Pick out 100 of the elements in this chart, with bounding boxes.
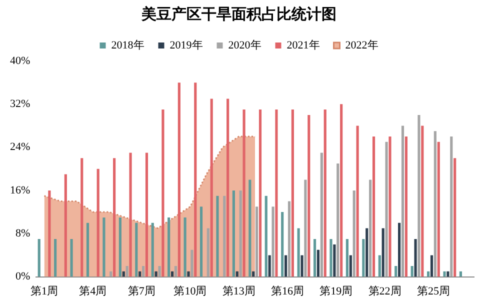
- bar: [418, 114, 420, 277]
- bar: [151, 222, 154, 277]
- bar: [333, 244, 336, 277]
- bar: [398, 222, 401, 277]
- x-tick-label: 第7周: [128, 285, 156, 298]
- x-tick-label: 第16周: [271, 285, 304, 298]
- bar: [129, 152, 132, 277]
- bar: [70, 239, 73, 277]
- bar: [54, 239, 57, 277]
- bar: [232, 190, 235, 277]
- bar: [410, 266, 414, 277]
- bar: [48, 190, 51, 277]
- bar: [372, 136, 376, 277]
- bar: [382, 228, 384, 277]
- bar: [258, 110, 262, 277]
- bar: [96, 168, 100, 277]
- x-tick-label: 第1周: [30, 285, 58, 298]
- x-tick-label: 第10周: [174, 285, 207, 298]
- bar: [174, 266, 178, 277]
- y-tick-label: 32%: [10, 98, 30, 110]
- bar: [268, 255, 271, 277]
- x-tick-label: 第25周: [416, 285, 450, 298]
- bar: [158, 266, 161, 277]
- bar: [454, 158, 456, 277]
- bar: [366, 228, 368, 277]
- y-tick-label: 16%: [10, 184, 30, 196]
- bar: [102, 217, 106, 277]
- bar: [145, 152, 148, 277]
- bar: [349, 255, 352, 277]
- bar: [126, 266, 128, 277]
- bar: [256, 206, 258, 277]
- bar: [340, 104, 343, 277]
- bar: [378, 255, 381, 277]
- bar: [300, 255, 304, 277]
- legend-label: 2020年: [228, 39, 262, 52]
- bar: [421, 126, 424, 277]
- bar: [437, 142, 440, 277]
- bar: [324, 110, 326, 277]
- bar: [362, 239, 365, 277]
- bar: [223, 196, 226, 277]
- y-tick-label: 8%: [15, 228, 30, 240]
- bar: [414, 239, 417, 277]
- bar: [226, 98, 230, 277]
- bar: [304, 180, 307, 277]
- bar: [64, 174, 67, 277]
- legend-label: 2022年: [345, 39, 378, 52]
- bar: [394, 266, 398, 277]
- bar: [336, 164, 340, 277]
- x-tick-label: 第19周: [320, 285, 353, 298]
- bar: [178, 82, 180, 277]
- bar: [190, 250, 194, 277]
- bar: [369, 180, 372, 277]
- x-tick-label: 第13周: [222, 285, 256, 298]
- bar: [264, 196, 268, 277]
- bar: [443, 271, 446, 277]
- bar: [242, 110, 246, 277]
- bar: [80, 158, 84, 277]
- bar: [385, 142, 388, 277]
- bar: [272, 206, 274, 277]
- bar: [356, 126, 359, 277]
- bar: [401, 126, 404, 277]
- bar: [248, 180, 252, 277]
- bar: [200, 206, 203, 277]
- bar: [162, 110, 164, 277]
- bar: [194, 82, 197, 277]
- bar: [281, 212, 284, 277]
- bar: [288, 201, 291, 277]
- bar: [284, 255, 288, 277]
- legend-label: 2019年: [170, 39, 203, 52]
- chart-title: 美豆产区干旱面积占比统计图: [140, 4, 336, 23]
- y-tick-label: 0%: [15, 270, 30, 283]
- bar: [216, 196, 219, 277]
- y-tick-label: 40%: [10, 54, 30, 67]
- x-tick-label: 第22周: [368, 285, 402, 298]
- bar: [450, 136, 453, 277]
- bar: [142, 266, 145, 277]
- bar: [388, 136, 392, 277]
- bar: [291, 110, 294, 277]
- bar: [187, 271, 190, 277]
- legend-label: 2018年: [111, 39, 144, 52]
- bar: [118, 217, 122, 277]
- bar: [275, 110, 278, 277]
- bar: [430, 255, 434, 277]
- bar: [352, 190, 356, 277]
- bar: [313, 239, 316, 277]
- bar: [86, 222, 90, 277]
- x-tick-label: 第4周: [79, 285, 107, 298]
- bar: [239, 190, 242, 277]
- bar: [316, 250, 320, 277]
- bar: [113, 158, 116, 277]
- bar: [184, 217, 186, 277]
- bar: [434, 131, 436, 277]
- y-tick-label: 24%: [10, 141, 30, 154]
- bar: [168, 217, 170, 277]
- bar: [135, 222, 138, 277]
- legend-label: 2021年: [286, 39, 320, 52]
- bar: [320, 152, 323, 277]
- bar: [404, 136, 408, 277]
- bar: [297, 228, 300, 277]
- bar: [330, 239, 332, 277]
